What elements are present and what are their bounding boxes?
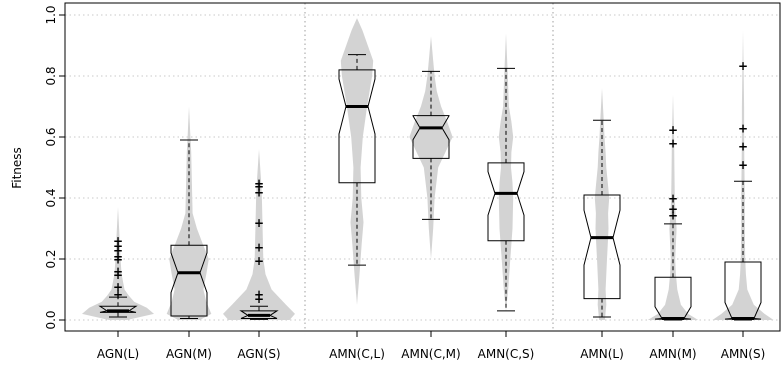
y-axis-label: Fitness bbox=[10, 147, 24, 189]
y-tick-label: 1.0 bbox=[44, 5, 58, 24]
outlier-point: + bbox=[668, 137, 678, 151]
violin-amn-c-l- bbox=[340, 18, 374, 305]
box bbox=[170, 244, 208, 317]
outlier-point: + bbox=[254, 179, 264, 193]
x-tick-label: AMN(L) bbox=[580, 347, 624, 361]
x-tick-label: AGN(L) bbox=[97, 347, 139, 361]
boxplot bbox=[583, 119, 621, 318]
outlier-point: + bbox=[668, 123, 678, 137]
y-tick-label: 0.6 bbox=[44, 127, 58, 146]
outlier-point: + bbox=[113, 268, 123, 282]
x-tick-label: AMN(M) bbox=[649, 347, 696, 361]
outlier-point: + bbox=[113, 288, 123, 302]
x-tick-label: AMN(C,M) bbox=[401, 347, 460, 361]
outlier-point: + bbox=[254, 185, 264, 199]
outlier-point: + bbox=[113, 253, 123, 267]
outlier-point: + bbox=[668, 192, 678, 206]
y-tick-label: 0.8 bbox=[44, 66, 58, 85]
boxplot: +++++ bbox=[654, 123, 692, 321]
outlier-point: + bbox=[254, 254, 264, 268]
outlier-point: + bbox=[113, 243, 123, 257]
grid-lines bbox=[65, 3, 780, 331]
y-tick-label: 0.2 bbox=[44, 249, 58, 268]
outlier-point: + bbox=[738, 121, 748, 135]
outlier-point: + bbox=[668, 208, 678, 222]
box bbox=[654, 276, 692, 320]
violins bbox=[82, 18, 774, 321]
outlier-point: + bbox=[668, 202, 678, 216]
outlier-point: + bbox=[254, 288, 264, 302]
boxplot: ++++++++ bbox=[239, 176, 279, 320]
boxplots: ++++++++++++++++++++++++++ bbox=[98, 54, 762, 321]
outlier-point: + bbox=[113, 265, 123, 279]
box bbox=[724, 261, 762, 320]
x-axis: AGN(L) AGN(M) AGN(S) AMN(C,L) AMN(C,M) AMN(C,… bbox=[97, 331, 765, 361]
x-tick-label: AMN(C,S) bbox=[478, 347, 535, 361]
outlier-point: + bbox=[738, 158, 748, 172]
y-axis: 0.0 0.2 0.4 0.6 0.8 1.0 bbox=[44, 5, 65, 330]
box bbox=[412, 115, 450, 159]
boxplot bbox=[412, 70, 450, 220]
boxplot bbox=[338, 54, 376, 266]
x-tick-label: AGN(S) bbox=[237, 347, 280, 361]
violin-amn-c-m- bbox=[409, 36, 453, 259]
violin-agn-l- bbox=[82, 207, 154, 320]
outlier-point: + bbox=[254, 240, 264, 254]
outlier-point: + bbox=[113, 239, 123, 253]
x-tick-label: AMN(C,L) bbox=[329, 347, 385, 361]
outlier-point: + bbox=[113, 249, 123, 263]
outlier-point: + bbox=[254, 292, 264, 306]
violin-agn-s- bbox=[223, 149, 295, 320]
violin-amn-l- bbox=[594, 88, 610, 320]
x-tick-label: AGN(M) bbox=[166, 347, 212, 361]
boxplot: + + + + bbox=[724, 59, 762, 321]
box bbox=[487, 162, 525, 242]
boxplot bbox=[487, 67, 525, 312]
y-tick-label: 0.0 bbox=[44, 310, 58, 329]
plot-frame bbox=[64, 2, 781, 332]
y-tick-label: 0.4 bbox=[44, 188, 58, 207]
violin-amn-s- bbox=[712, 30, 774, 321]
boxplot: +++++++++ bbox=[98, 234, 138, 318]
boxplot bbox=[170, 139, 208, 319]
box bbox=[583, 194, 621, 300]
box bbox=[338, 69, 376, 184]
outlier-point: + bbox=[113, 280, 123, 294]
x-tick-label: AMN(S) bbox=[721, 347, 766, 361]
outlier-point: + bbox=[113, 234, 123, 248]
outlier-point: + bbox=[738, 59, 748, 73]
outlier-point: + bbox=[254, 176, 264, 190]
violin-amn-c-s- bbox=[498, 33, 514, 311]
outlier-point: + bbox=[254, 216, 264, 230]
outlier-point: + bbox=[738, 140, 748, 154]
violin-agn-m- bbox=[166, 106, 212, 320]
violin-amn-m- bbox=[647, 94, 699, 320]
